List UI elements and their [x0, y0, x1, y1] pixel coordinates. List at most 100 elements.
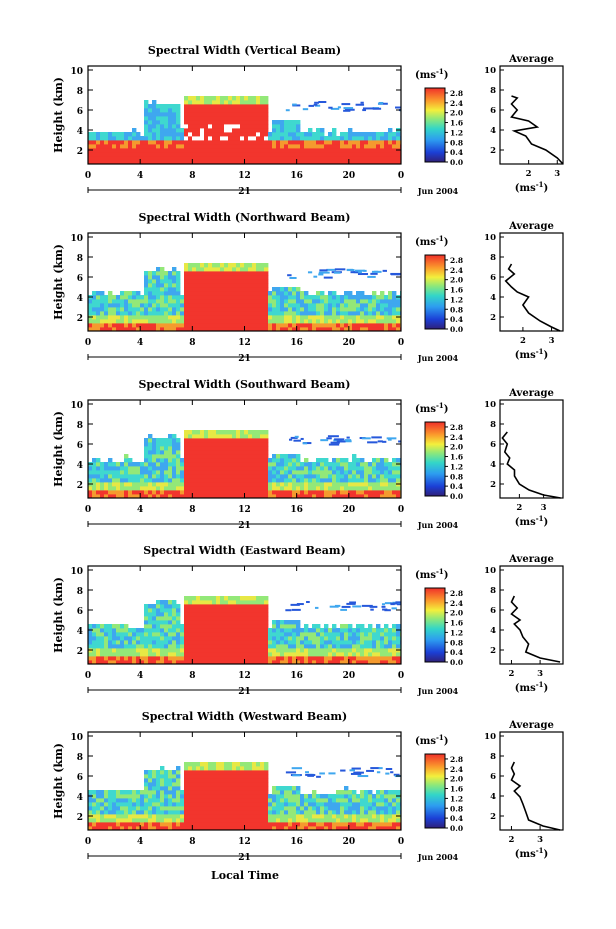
panel-title: Spectral Width (Eastward Beam): [143, 544, 345, 557]
x-tick-label: 0: [85, 171, 91, 181]
average-x-tick: 3: [554, 169, 560, 179]
day-label: 21: [238, 853, 251, 863]
average-profile-line: [510, 95, 564, 165]
average-y-tick: 4: [490, 792, 496, 802]
average-y-tick: 4: [490, 460, 496, 470]
average-y-tick: 10: [484, 66, 496, 76]
x-tick-label: 20: [343, 338, 356, 348]
average-y-tick: 4: [490, 293, 496, 303]
y-tick-label: 2: [77, 481, 83, 491]
x-tick-label: 0: [85, 837, 91, 847]
colorbar-tick-label: 2.4: [450, 433, 463, 442]
heatmap-field: [88, 762, 401, 830]
colorbar-tick-label: 1.2: [450, 295, 463, 304]
panel-3: Spectral Width (Southward Beam) 2 4 6 8 10 0 4 8…: [52, 378, 564, 531]
y-tick-label: 10: [70, 733, 83, 743]
colorbar-tick-label: 2.4: [450, 99, 463, 108]
average-y-tick: 2: [490, 646, 496, 656]
colorbar: [424, 254, 446, 330]
colorbar-unit: (ms-1): [415, 567, 448, 581]
y-tick-label: 4: [77, 294, 83, 304]
average-y-tick: 2: [490, 313, 496, 323]
x-tick-label: 0: [398, 338, 404, 348]
x-tick-label: 8: [189, 338, 195, 348]
colorbar-tick-label: 2.4: [450, 599, 463, 608]
average-title: Average: [508, 388, 554, 399]
colorbar-tick-label: 0.8: [450, 138, 463, 147]
y-axis-label: Height (km): [52, 411, 65, 487]
colorbar-tick-label: 2.0: [450, 276, 463, 285]
date-label: Jun 2004: [417, 520, 459, 530]
day-label: 21: [238, 687, 251, 697]
heatmap-field: [88, 263, 401, 331]
y-tick-label: 6: [77, 607, 83, 617]
average-x-tick: 2: [508, 835, 514, 845]
colorbar-tick-label: 0.0: [450, 658, 463, 667]
x-tick-label: 0: [398, 671, 404, 681]
colorbar-tick-label: 1.2: [450, 462, 463, 471]
y-tick-label: 6: [77, 274, 83, 284]
y-tick-label: 10: [70, 234, 83, 244]
average-title: Average: [508, 720, 554, 731]
colorbar-tick-label: 0.4: [450, 148, 463, 157]
y-axis-label: Height (km): [52, 77, 65, 153]
colorbar-tick-label: 2.8: [450, 89, 463, 98]
panel-1: Spectral Width (Vertical Beam) 2 4 6 8 10 0 4 8 1…: [52, 44, 564, 197]
x-tick-label: 16: [290, 837, 303, 847]
average-x-tick: 3: [537, 835, 543, 845]
x-tick-label: 0: [398, 505, 404, 515]
y-axis-label: Height (km): [52, 743, 65, 819]
x-tick-label: 4: [137, 671, 143, 681]
colorbar-tick-label: 2.4: [450, 765, 463, 774]
average-y-tick: 2: [490, 480, 496, 490]
y-tick-label: 8: [77, 421, 83, 431]
colorbar-tick-label: 0.0: [450, 492, 463, 501]
y-tick-label: 8: [77, 254, 83, 264]
y-tick-label: 10: [70, 401, 83, 411]
average-title: Average: [508, 554, 554, 565]
y-tick-label: 2: [77, 314, 83, 324]
x-tick-label: 16: [290, 171, 303, 181]
y-axis-label: Height (km): [52, 244, 65, 320]
colorbar-tick-label: 0.4: [450, 648, 463, 657]
average-profile-line: [510, 761, 561, 831]
colorbar: [424, 421, 446, 497]
colorbar-tick-label: 0.4: [450, 814, 463, 823]
day-label: 21: [238, 187, 251, 197]
colorbar-tick-label: 2.4: [450, 266, 463, 275]
colorbar-tick-label: 0.0: [450, 158, 463, 167]
heatmap-field: [88, 430, 401, 498]
x-tick-label: 4: [137, 338, 143, 348]
average-unit: (ms-1): [515, 514, 548, 528]
x-tick-label: 16: [290, 671, 303, 681]
colorbar-tick-label: 0.8: [450, 638, 463, 647]
x-tick-label: 20: [343, 171, 356, 181]
average-title: Average: [508, 221, 554, 232]
average-unit: (ms-1): [515, 180, 548, 194]
colorbar-tick-label: 2.0: [450, 109, 463, 118]
x-tick-label: 20: [343, 505, 356, 515]
panel-title: Spectral Width (Vertical Beam): [148, 44, 341, 57]
average-frame: [499, 399, 564, 499]
x-tick-label: 8: [189, 171, 195, 181]
colorbar-unit: (ms-1): [415, 67, 448, 81]
day-label: 21: [238, 354, 251, 364]
colorbar-tick-label: 1.2: [450, 794, 463, 803]
x-tick-label: 0: [85, 671, 91, 681]
x-tick-label: 12: [238, 505, 251, 515]
average-y-tick: 10: [484, 233, 496, 243]
date-label: Jun 2004: [417, 186, 459, 196]
y-tick-label: 4: [77, 127, 83, 137]
panel-2: Spectral Width (Northward Beam) 2 4 6 8 10 0 4 8…: [52, 211, 564, 364]
y-tick-label: 8: [77, 87, 83, 97]
average-x-tick: 2: [526, 169, 532, 179]
x-tick-label: 20: [343, 837, 356, 847]
x-tick-label: 16: [290, 505, 303, 515]
heatmap-field: [88, 596, 401, 664]
average-y-tick: 8: [490, 253, 496, 263]
average-unit: (ms-1): [515, 846, 548, 860]
date-label: Jun 2004: [417, 852, 459, 862]
average-title: Average: [508, 54, 554, 65]
x-tick-label: 8: [189, 671, 195, 681]
